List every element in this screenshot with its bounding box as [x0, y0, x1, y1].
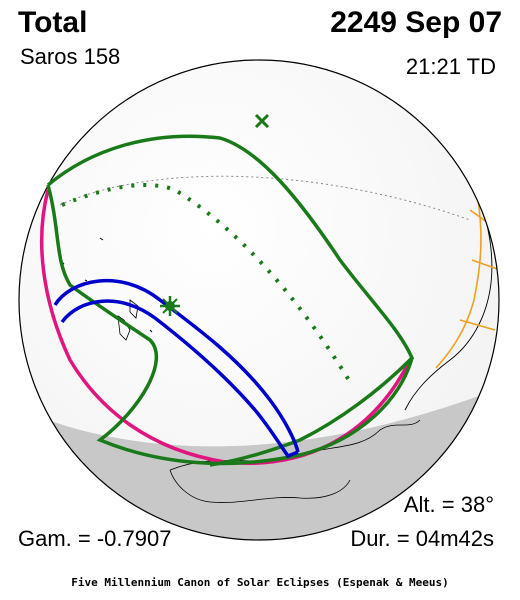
- terminator-line: [59, 175, 471, 221]
- eclipse-date: 2249 Sep 07: [330, 6, 502, 39]
- eclipse-time: 21:21 TD: [405, 54, 496, 79]
- penumbral-limit-north: [46, 134, 415, 467]
- umbral-path-north: [53, 278, 300, 453]
- sun-altitude: Alt. = 38°: [403, 492, 494, 517]
- gamma-value: Gam. = -0.7907: [18, 526, 172, 551]
- new-zealand-coastline: [117, 299, 139, 341]
- globe-outline: [18, 59, 500, 541]
- source-credit: Five Millennium Canon of Solar Eclipses …: [71, 576, 449, 589]
- eclipse-duration: Dur. = 04m42s: [350, 526, 494, 551]
- umbral-path-south: [60, 299, 299, 459]
- eclipse-type: Total: [18, 6, 88, 39]
- greatest-eclipse-star-icon: [160, 296, 180, 316]
- saros-number: Saros 158: [20, 44, 121, 69]
- subsolar-point-x-icon: [254, 113, 270, 129]
- penumbral-limit-south: [46, 184, 414, 466]
- globe: [19, 60, 499, 540]
- night-region: [19, 380, 499, 540]
